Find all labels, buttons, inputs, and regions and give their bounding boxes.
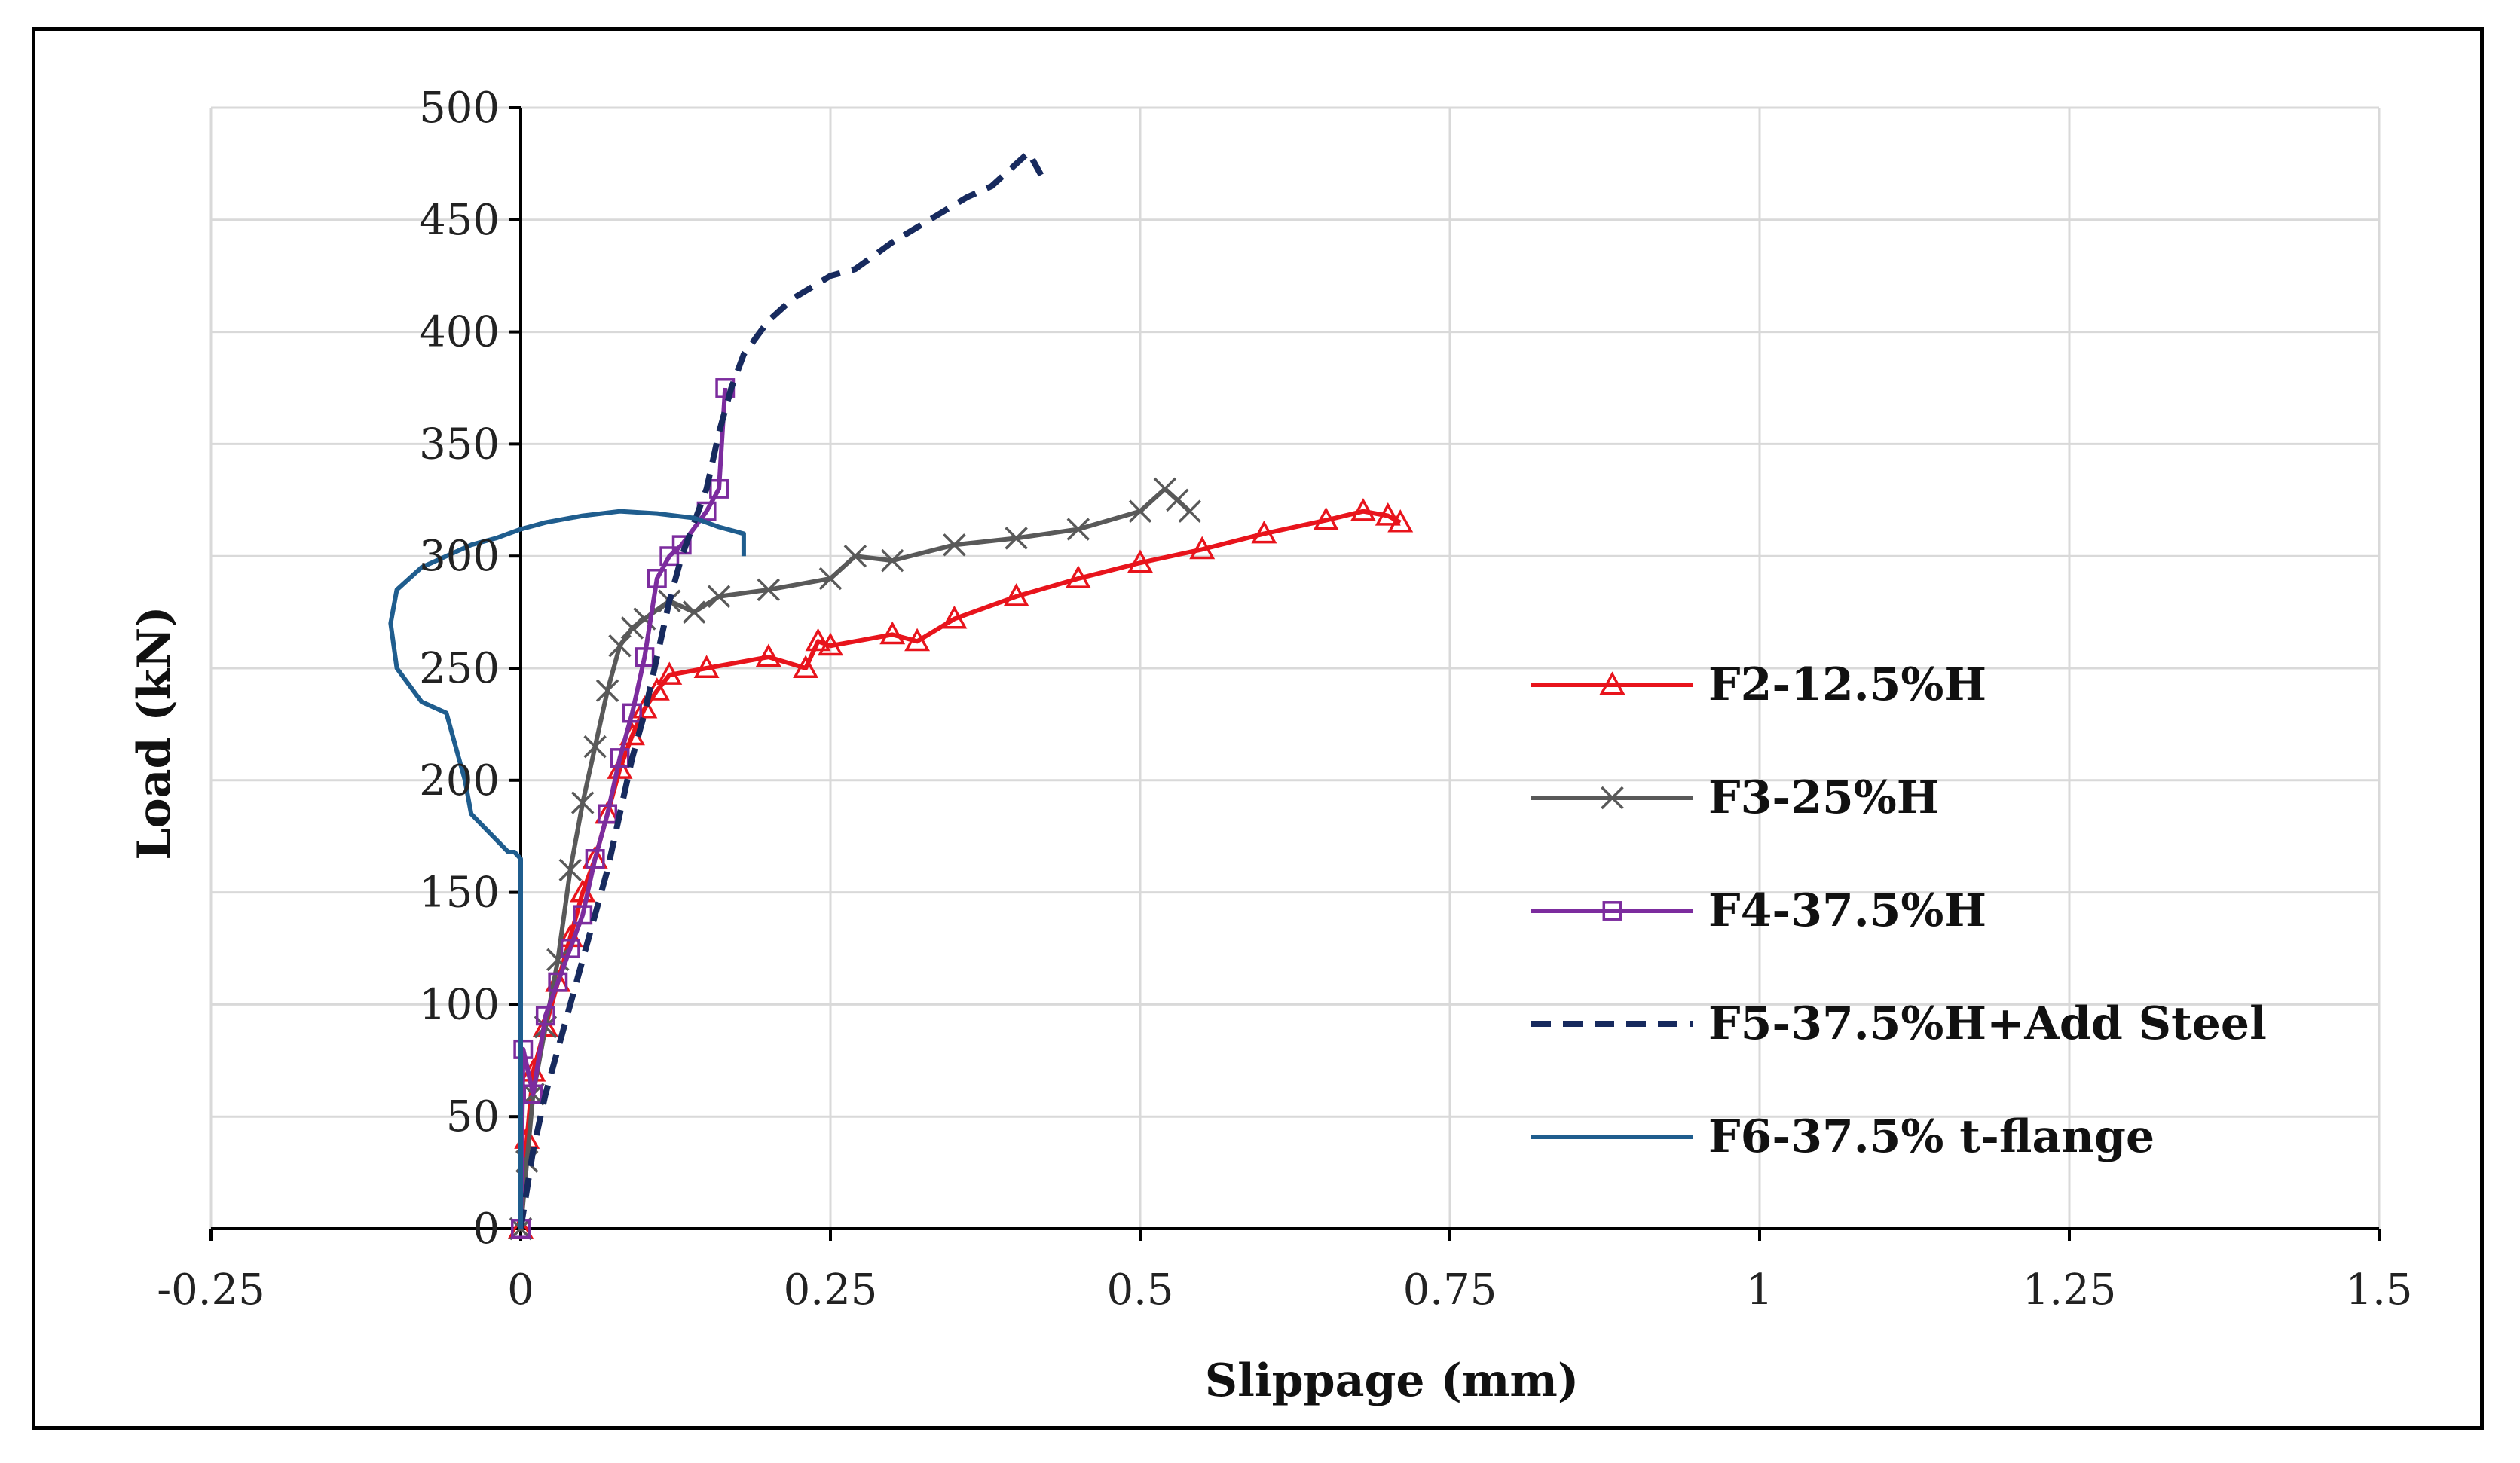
x-tick-label-2: 0.25 [784,1266,878,1315]
legend-item-3: F5-37.5%H+Add Steel [1531,997,2267,1050]
series-1-point-22 [1128,499,1152,523]
series-0-point-28 [1350,498,1376,521]
legend-label-2: F4-37.5%H [1708,884,1986,937]
y-tick-label-3: 150 [419,869,500,918]
series-2-point-4 [548,972,568,992]
series-0-point-19 [879,621,906,645]
x-tick-label-6: 1.25 [2023,1266,2117,1315]
series-1-point-14 [707,585,731,609]
series-0-point-27 [1313,506,1339,530]
chart-frame: 0 50 100 150 200 250 300 350 400 450 500 -0.25 0 0.25… [32,27,2484,1430]
series-0-point-15 [755,643,781,667]
series-0-point-26 [1251,520,1277,544]
series-1-point-15 [757,578,781,602]
series-2-point-2 [523,1084,543,1104]
series-1 [509,477,1201,1241]
series-1-point-16 [818,567,843,591]
y-tick-label-0: 0 [472,1205,500,1254]
series-0 [508,498,1414,1239]
series-0-point-20 [904,628,931,652]
legend-item-1: F3-25%H [1531,771,1939,824]
series-1-point-6 [570,791,595,814]
x-tick-label-5: 1 [1746,1266,1773,1315]
series-1-point-10 [620,616,644,640]
series-line-4 [388,509,746,1229]
y-axis-title: Load (kN) [128,606,181,860]
legend-label-3: F5-37.5%H+Add Steel [1708,997,2267,1050]
series-1-point-8 [595,679,619,702]
y-tick-label-6: 300 [419,532,500,581]
series-line-0 [518,509,1402,1229]
x-axis-title: Slippage (mm) [1205,1355,1579,1407]
series-2-point-3 [535,1006,555,1026]
series-2-point-8 [598,804,618,824]
x-tick-label-1: 0 [507,1266,534,1315]
series-0-point-17 [805,628,831,652]
series-1-point-13 [682,600,706,624]
series-2-point-13 [659,546,680,567]
series-2-point-9 [610,748,630,768]
series-0-point-18 [818,632,843,656]
series-0-point-25 [1189,536,1216,560]
series-0-point-13 [656,661,683,685]
y-tick-label-2: 100 [419,980,500,1029]
series-0-point-16 [793,655,819,678]
series-0-point-29 [1375,502,1401,526]
series-1-point-5 [558,858,582,882]
y-tick-label-1: 50 [446,1092,500,1141]
series-1-point-9 [608,634,632,658]
legend-item-4: F6-37.5% t-flange [1531,1110,2155,1163]
series-2-point-12 [647,569,667,588]
y-tick-label-5: 250 [419,644,500,693]
series-line-1 [518,486,1191,1229]
series-3 [518,149,1044,1229]
series-1-point-7 [583,735,607,759]
series-0-point-9 [607,756,633,779]
series-0-point-23 [1065,565,1091,588]
x-tick-label-4: 0.75 [1403,1266,1497,1315]
series-2-point-16 [709,478,729,499]
series-1-point-20 [1005,527,1028,550]
series-1-point-18 [880,548,904,573]
legend-marker-0 [1599,671,1625,695]
y-tick-label-9: 450 [419,196,500,245]
x-tick-label-3: 0.5 [1106,1266,1173,1315]
x-tick-label-0: -0.25 [157,1266,265,1315]
series-2-point-10 [622,703,642,723]
y-tick-label-8: 400 [419,308,500,357]
series-1-point-21 [1066,518,1090,541]
legend-label-4: F6-37.5% t-flange [1708,1110,2155,1163]
series-0-point-30 [1387,509,1414,533]
series-0-point-22 [1003,583,1029,606]
legend-item-2: F4-37.5%H [1531,884,1986,937]
series-0-point-14 [693,655,720,678]
x-tick-label-7: 1.5 [2345,1266,2412,1315]
series-2-point-6 [573,905,593,925]
series-2-point-11 [635,647,655,667]
series-1-point-17 [843,544,867,568]
series-2-point-14 [671,535,692,555]
legend-marker-1 [1601,786,1624,810]
series-line-3 [518,149,1044,1229]
legend-marker-2 [1602,901,1622,921]
legend: F2-12.5%H F3-25%H F4-37.5%H F5-37.5%H+Add S… [1531,658,2267,1163]
series-layer [388,149,1414,1241]
series-0-point-24 [1127,549,1153,573]
series-2-point-5 [560,939,580,958]
legend-item-0: F2-12.5%H [1531,658,1986,711]
legend-label-0: F2-12.5%H [1708,658,1986,711]
y-tick-label-10: 500 [419,84,500,133]
chart-svg: 0 50 100 150 200 250 300 350 400 450 500 -0.25 0 0.25… [128,84,2413,1407]
series-0-point-21 [941,605,968,629]
series-2-point-7 [585,849,605,869]
tick-layer: 0 50 100 150 200 250 300 350 400 450 500 -0.25 0 0.25… [157,84,2412,1315]
series-0-point-11 [632,695,658,719]
legend-label-1: F3-25%H [1708,771,1939,824]
series-1-point-25 [1178,499,1201,523]
series-1-point-19 [943,533,966,557]
y-tick-label-4: 200 [419,756,500,805]
series-2-point-1 [513,1039,534,1059]
series-4 [388,509,746,1229]
y-tick-label-7: 350 [419,420,500,469]
